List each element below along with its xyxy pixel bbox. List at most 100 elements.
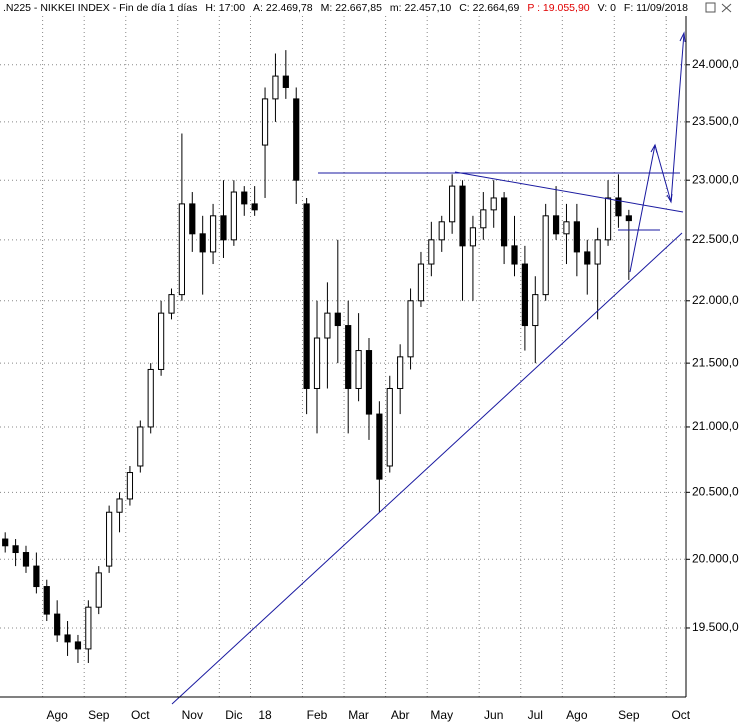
header-field: m: 22.457,10 [390, 2, 451, 14]
x-tick-label: Ago [566, 708, 588, 722]
candle-body [480, 209, 487, 229]
y-tick-label: 20.000,0 [692, 551, 739, 565]
x-tick-label: Jul [528, 708, 543, 722]
y-tick-label: 21.000,0 [692, 419, 739, 433]
axis-labels: 19.500,0 20.000,0 20.500,0 21.000,0 21.500,0… [46, 57, 739, 722]
y-tick-label: 24.000,0 [692, 57, 739, 71]
candle-body [282, 75, 289, 88]
candle-body [604, 197, 612, 241]
arrow-head [679, 31, 686, 43]
candle-body [376, 413, 383, 480]
candle-body [334, 312, 341, 327]
candle-body [116, 498, 123, 513]
x-tick-label: Feb [307, 708, 328, 722]
candle-body [449, 185, 456, 223]
candle-body [521, 263, 528, 327]
x-tick-label: Abr [391, 708, 410, 722]
x-tick-label: Jun [484, 708, 503, 722]
candle-body [469, 227, 477, 247]
candle-body [2, 538, 9, 547]
candle-body [22, 552, 30, 567]
candle-body [511, 245, 518, 265]
candle-body [365, 350, 373, 415]
candle-body [552, 215, 560, 235]
support-line [171, 232, 683, 705]
candle-body [43, 586, 50, 615]
candle-body [199, 233, 206, 253]
candle-body [209, 215, 217, 253]
candle-body [85, 606, 92, 650]
close-icon[interactable] [721, 3, 732, 13]
candle-body [490, 197, 497, 211]
header-field: M: 22.667,85 [321, 2, 382, 14]
candle-body [563, 221, 570, 235]
x-tick-label: 18 [258, 708, 272, 722]
candle-body [501, 197, 508, 247]
candle-body [168, 294, 175, 314]
candle-body [417, 263, 425, 302]
header-field: H: 17:00 [205, 2, 245, 14]
candle-body [594, 239, 601, 265]
candle-body [64, 634, 71, 643]
candle-body [293, 98, 300, 181]
y-tick-label: 19.500,0 [692, 620, 739, 634]
candle-body [303, 203, 310, 389]
trend-lines [171, 31, 686, 705]
y-tick-label: 22.000,0 [692, 293, 739, 307]
candle-body [625, 215, 632, 222]
candle-body [54, 613, 61, 636]
candle-body [345, 325, 352, 389]
candle-body [584, 251, 591, 265]
window-icons[interactable] [705, 2, 732, 13]
candle-body [438, 221, 445, 241]
candle-body [126, 472, 134, 500]
candle-body [573, 221, 580, 253]
header-bg [0, 0, 700, 16]
x-tick-label: Sep [88, 708, 110, 722]
candle-body [33, 565, 40, 588]
candle-body [178, 203, 185, 296]
candle-body [241, 191, 248, 205]
candle-body [95, 572, 102, 608]
candle-body [12, 545, 19, 554]
header: .N225 - NIKKEI INDEX - Fin de día 1 días… [3, 2, 688, 14]
header-field: A: 22.469,78 [253, 2, 313, 14]
x-tick-label: Ago [46, 708, 68, 722]
restore-icon[interactable] [705, 2, 716, 13]
x-tick-label: Dic [225, 708, 242, 722]
projection-path [629, 32, 685, 273]
y-tick-label: 20.500,0 [692, 484, 739, 498]
x-tick-label: Oct [131, 708, 150, 722]
header-field: V: 0 [598, 2, 616, 14]
grid [0, 16, 686, 697]
candle-body [397, 356, 404, 389]
title: .N225 - NIKKEI INDEX - Fin de día 1 días [3, 2, 197, 14]
arrow-head [650, 143, 658, 154]
y-tick-label: 23.500,0 [692, 114, 739, 128]
y-tick-label: 23.000,0 [692, 172, 739, 186]
candle-body [615, 197, 622, 217]
candle-body [189, 203, 196, 235]
candle-body [147, 368, 154, 428]
x-tick-label: Oct [671, 708, 690, 722]
x-tick-label: Sep [618, 708, 640, 722]
header-field: F: 11/09/2018 [624, 2, 688, 14]
candle-body [158, 312, 165, 370]
candle-body [542, 215, 549, 296]
candle-body [251, 203, 258, 211]
candles [2, 50, 632, 663]
header-field: P : 19.055,90 [527, 2, 589, 14]
candle-body [137, 426, 144, 467]
candle-body [532, 294, 539, 327]
y-tick-label: 21.500,0 [692, 355, 739, 369]
candle-body [220, 215, 227, 241]
candle-body [230, 191, 237, 241]
arrow-head [666, 193, 673, 204]
candle-body [324, 312, 331, 339]
candle-body [386, 387, 393, 467]
x-tick-label: May [430, 708, 453, 722]
y-tick-label: 22.500,0 [692, 232, 739, 246]
descending-line [454, 171, 684, 213]
